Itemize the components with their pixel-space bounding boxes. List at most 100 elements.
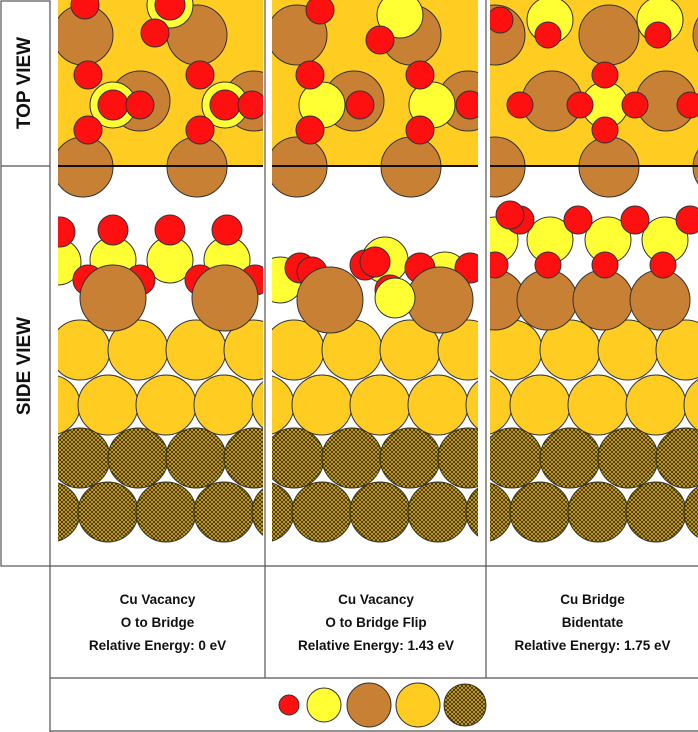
caption-subtitle: O to Bridge Flip — [325, 614, 427, 630]
oxygen-atom — [506, 91, 534, 119]
oxygen-atom — [305, 0, 335, 25]
copper-atom — [79, 264, 147, 332]
copper-atom — [296, 266, 364, 334]
gold-atom — [193, 374, 255, 436]
oxygen-atom — [644, 21, 672, 49]
top-view-text: TOP VIEW — [14, 36, 35, 130]
oxygen-atom — [490, 251, 509, 279]
oxygen-atom — [295, 115, 325, 145]
oxygen-atom — [591, 61, 619, 89]
gold-bulk-atom — [625, 481, 687, 543]
oxygen-atom — [209, 89, 241, 121]
gold-atom — [349, 374, 411, 436]
gold-atom — [395, 682, 441, 728]
top-view-label: TOP VIEW — [0, 0, 50, 166]
caption-title: Cu Bridge — [560, 591, 625, 607]
copper-atom — [191, 264, 259, 332]
oxygen-atom — [566, 91, 594, 119]
gold-bulk-atom — [135, 481, 197, 543]
sulfur-atom — [306, 687, 342, 723]
oxygen-atom — [97, 89, 129, 121]
sulfur-atom — [374, 277, 416, 319]
oxygen-atom — [649, 251, 677, 279]
caption-panel-3: Cu Bridge Bidentate Relative Energy: 1.7… — [487, 567, 698, 677]
gold-bulk-atom — [349, 481, 411, 543]
oxygen-atom — [591, 251, 619, 279]
panel-2 — [272, 0, 478, 543]
gold-atom — [683, 379, 698, 431]
oxygen-atom — [295, 60, 325, 90]
gold-bulk-atom — [465, 487, 478, 537]
copper-atom — [572, 269, 634, 331]
oxygen-atom — [345, 90, 375, 120]
oxygen-atom — [73, 115, 103, 145]
copper-atom — [346, 682, 392, 728]
top-view — [58, 0, 263, 198]
oxygen-atom — [620, 205, 650, 235]
gold-bulk-atom — [655, 427, 698, 489]
gold-atom — [655, 319, 698, 381]
oxygen-atom — [185, 115, 215, 145]
side-view — [272, 236, 478, 543]
gold-atom — [407, 374, 469, 436]
caption-panel-2: Cu Vacancy O to Bridge Flip Relative Ene… — [266, 567, 486, 677]
oxygen-atom — [365, 25, 395, 55]
caption-subtitle: Bidentate — [561, 614, 624, 630]
oxygen-atom — [97, 214, 129, 246]
gold-bulk-atom — [58, 427, 111, 489]
gold-atom — [135, 374, 197, 436]
gold-bulk-atom — [683, 486, 698, 538]
oxygen-atom — [58, 216, 76, 248]
caption-panel-1: Cu Vacancy O to Bridge Relative Energy: … — [51, 567, 264, 677]
gold-atom — [251, 381, 263, 429]
oxygen-atom — [278, 694, 300, 716]
oxygen-atom — [534, 21, 562, 49]
oxygen-atom — [495, 200, 525, 230]
caption-subtitle: O to Bridge — [120, 614, 195, 630]
panel-3 — [490, 0, 698, 543]
oxygen-atom — [70, 0, 100, 20]
gold-bulk-atom — [443, 683, 487, 727]
gold-bulk-atom — [490, 427, 543, 489]
gold-atom — [465, 380, 478, 430]
gold-atom — [77, 374, 139, 436]
gold-bulk-atom — [567, 481, 629, 543]
oxygen-atom — [154, 214, 186, 246]
gold-atom — [437, 319, 478, 381]
side-view — [490, 200, 698, 543]
top-view — [490, 0, 698, 198]
copper-atom — [578, 4, 640, 66]
gold-bulk-atom — [165, 427, 227, 489]
gold-bulk-atom — [107, 427, 169, 489]
panel-1 — [58, 0, 263, 543]
oxygen-atom — [563, 205, 593, 235]
gold-bulk-atom — [193, 481, 255, 543]
gold-atom — [625, 374, 687, 436]
gold-atom — [567, 374, 629, 436]
oxygen-atom — [359, 246, 391, 278]
caption-title: Cu Vacancy — [119, 591, 196, 607]
copper-atom — [406, 266, 474, 334]
oxygen-atom — [237, 90, 263, 120]
gold-bulk-atom — [291, 481, 353, 543]
gold-bulk-atom — [272, 427, 325, 489]
top-view — [272, 0, 478, 198]
oxygen-atom — [405, 60, 435, 90]
oxygen-atom — [591, 116, 619, 144]
copper-atom — [629, 269, 691, 331]
oxygen-atom — [125, 90, 155, 120]
gold-bulk-atom — [509, 481, 571, 543]
oxygen-atom — [154, 0, 186, 21]
gold-atom — [223, 319, 263, 381]
side-view-text: SIDE VIEW — [14, 316, 35, 416]
copper-atom — [516, 269, 578, 331]
gold-atom — [509, 374, 571, 436]
oxygen-atom — [621, 91, 649, 119]
gold-bulk-atom — [539, 427, 601, 489]
legend — [278, 682, 487, 728]
oxygen-atom — [455, 90, 478, 120]
caption-energy: Relative Energy: 1.43 eV — [297, 637, 455, 653]
